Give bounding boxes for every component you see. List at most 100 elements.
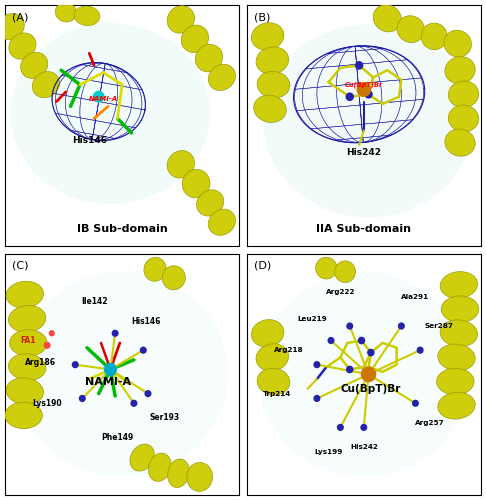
Text: Phe149: Phe149 xyxy=(102,432,134,442)
Ellipse shape xyxy=(445,129,475,156)
Circle shape xyxy=(347,323,352,329)
Text: Trp214: Trp214 xyxy=(263,390,291,396)
Ellipse shape xyxy=(440,272,478,298)
Ellipse shape xyxy=(10,330,47,356)
Circle shape xyxy=(314,396,320,402)
Ellipse shape xyxy=(8,354,46,380)
Text: Ala291: Ala291 xyxy=(401,294,430,300)
Ellipse shape xyxy=(256,47,289,74)
Circle shape xyxy=(80,396,85,402)
Text: (A): (A) xyxy=(12,12,28,22)
Text: Arg218: Arg218 xyxy=(274,347,304,353)
Text: His242: His242 xyxy=(347,148,382,156)
Ellipse shape xyxy=(55,2,76,22)
Ellipse shape xyxy=(187,462,212,492)
Ellipse shape xyxy=(167,150,194,178)
Ellipse shape xyxy=(440,320,478,346)
Text: His242: His242 xyxy=(350,444,378,450)
Ellipse shape xyxy=(438,344,475,371)
Text: His146: His146 xyxy=(131,316,160,326)
Ellipse shape xyxy=(257,72,290,98)
Ellipse shape xyxy=(448,105,479,132)
Circle shape xyxy=(104,364,116,376)
Circle shape xyxy=(44,342,50,348)
Circle shape xyxy=(72,362,78,368)
Ellipse shape xyxy=(444,30,471,57)
Circle shape xyxy=(112,330,118,336)
Ellipse shape xyxy=(254,95,286,122)
Ellipse shape xyxy=(6,378,44,404)
Ellipse shape xyxy=(17,272,228,477)
Circle shape xyxy=(131,400,137,406)
Circle shape xyxy=(50,331,54,336)
Circle shape xyxy=(338,424,343,430)
Ellipse shape xyxy=(11,23,210,204)
Circle shape xyxy=(361,424,366,430)
Text: Cu(BpT)Br: Cu(BpT)Br xyxy=(345,82,383,88)
Circle shape xyxy=(368,350,374,356)
Circle shape xyxy=(357,82,370,96)
Ellipse shape xyxy=(263,24,474,218)
Ellipse shape xyxy=(167,6,194,33)
Ellipse shape xyxy=(148,453,171,482)
Ellipse shape xyxy=(0,14,24,40)
Ellipse shape xyxy=(74,6,100,25)
Circle shape xyxy=(356,62,363,69)
Circle shape xyxy=(417,348,423,353)
Text: Cu(BpT)Br: Cu(BpT)Br xyxy=(341,384,401,394)
Ellipse shape xyxy=(5,402,42,428)
Ellipse shape xyxy=(421,23,448,50)
Ellipse shape xyxy=(373,4,401,32)
Circle shape xyxy=(314,362,320,368)
Text: Arg257: Arg257 xyxy=(415,420,444,426)
Text: IB Sub-domain: IB Sub-domain xyxy=(77,224,168,234)
Ellipse shape xyxy=(196,190,224,216)
Circle shape xyxy=(362,367,376,382)
Ellipse shape xyxy=(438,392,475,419)
Text: (D): (D) xyxy=(254,261,271,271)
Circle shape xyxy=(346,93,353,100)
Ellipse shape xyxy=(257,368,290,395)
Ellipse shape xyxy=(448,81,479,108)
Circle shape xyxy=(145,390,151,396)
Ellipse shape xyxy=(335,261,355,282)
Ellipse shape xyxy=(208,64,235,90)
Text: Lys190: Lys190 xyxy=(32,399,62,408)
Ellipse shape xyxy=(251,320,284,347)
Text: (B): (B) xyxy=(254,12,270,22)
Circle shape xyxy=(93,92,104,102)
Ellipse shape xyxy=(144,258,166,281)
Ellipse shape xyxy=(8,306,46,332)
Circle shape xyxy=(399,323,404,329)
Circle shape xyxy=(413,400,418,406)
Circle shape xyxy=(328,338,334,344)
Ellipse shape xyxy=(9,33,36,59)
Text: Arg186: Arg186 xyxy=(25,358,55,366)
Text: Lys199: Lys199 xyxy=(314,448,343,454)
Ellipse shape xyxy=(445,56,475,84)
Text: NAMI-A: NAMI-A xyxy=(85,376,131,386)
Ellipse shape xyxy=(258,272,469,477)
Ellipse shape xyxy=(182,170,210,198)
Ellipse shape xyxy=(315,257,337,279)
Ellipse shape xyxy=(208,209,235,236)
Ellipse shape xyxy=(181,25,208,52)
Circle shape xyxy=(365,90,372,98)
Ellipse shape xyxy=(168,459,190,488)
Circle shape xyxy=(140,348,146,353)
Text: NAMI-A: NAMI-A xyxy=(89,96,118,102)
Ellipse shape xyxy=(436,368,474,395)
Ellipse shape xyxy=(20,52,48,78)
Circle shape xyxy=(359,338,364,344)
Text: Leu219: Leu219 xyxy=(297,316,327,322)
Text: His146: His146 xyxy=(72,136,107,144)
Ellipse shape xyxy=(195,44,223,72)
Text: Ser287: Ser287 xyxy=(424,323,453,329)
Ellipse shape xyxy=(6,281,44,308)
Text: Arg222: Arg222 xyxy=(326,289,355,295)
Circle shape xyxy=(347,366,353,372)
Ellipse shape xyxy=(33,72,59,98)
Ellipse shape xyxy=(162,266,185,290)
Ellipse shape xyxy=(256,344,289,371)
Text: (C): (C) xyxy=(12,261,28,271)
